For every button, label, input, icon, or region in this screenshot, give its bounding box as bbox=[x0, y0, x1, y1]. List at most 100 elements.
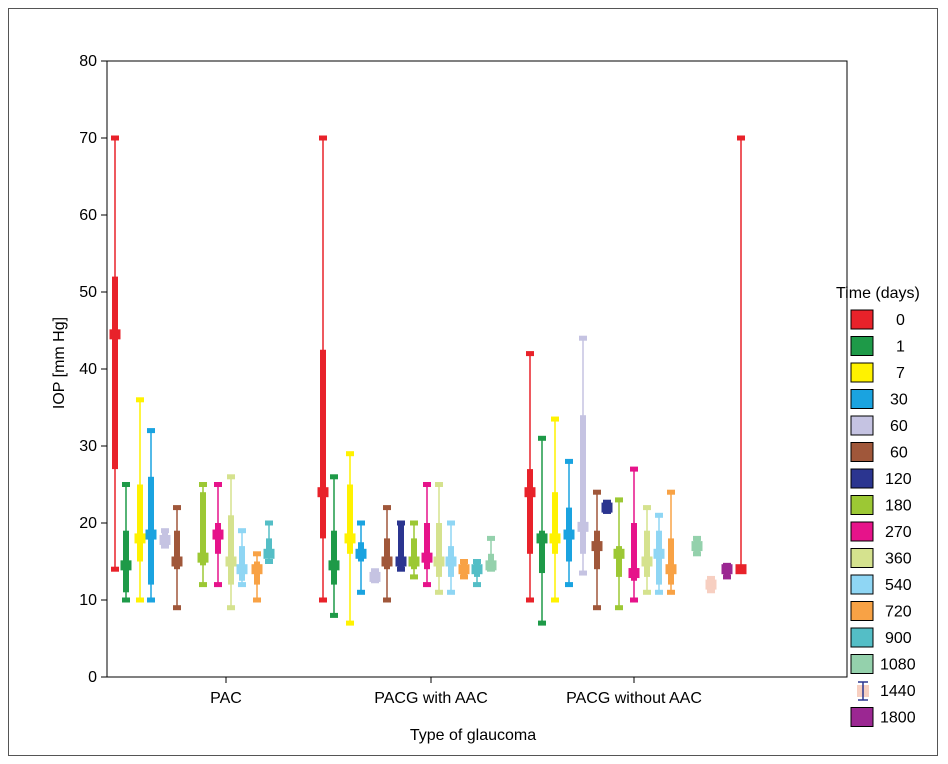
box-series-pacg-with-aac-t120 bbox=[395, 520, 407, 572]
iqr-box bbox=[644, 530, 650, 577]
legend-entry: 60 bbox=[850, 415, 908, 436]
box-series-pacg-with-aac-t60 bbox=[369, 568, 381, 584]
median-marker bbox=[485, 560, 497, 571]
whisker-cap-min bbox=[655, 589, 663, 595]
box-series-pacg-without-aac-t1 bbox=[536, 435, 548, 626]
whisker-cap-min bbox=[473, 582, 481, 588]
legend-entry: 180 bbox=[850, 495, 912, 515]
box-series-pac-t180 bbox=[197, 482, 209, 588]
legend-swatch bbox=[850, 362, 874, 383]
iqr-box bbox=[411, 538, 417, 570]
legend-label: 30 bbox=[890, 392, 908, 409]
iqr-box bbox=[527, 469, 533, 554]
median-marker bbox=[735, 564, 747, 575]
legend-entry: 360 bbox=[850, 548, 912, 568]
median-marker bbox=[445, 556, 457, 567]
median-marker bbox=[145, 529, 157, 540]
median-marker bbox=[691, 541, 703, 552]
box-series-pacg-with-aac-t180 bbox=[408, 520, 420, 580]
median-marker bbox=[536, 533, 548, 544]
whisker-cap-min bbox=[593, 605, 601, 611]
x-tick-label: PACG with AAC bbox=[374, 690, 488, 707]
box-series-pacg-with-aac-t900 bbox=[471, 559, 483, 588]
whisker-cap-max bbox=[643, 505, 651, 511]
legend-label: 1 bbox=[896, 339, 905, 356]
whisker-cap-max bbox=[630, 466, 638, 472]
whisker-cap-min bbox=[643, 589, 651, 595]
whisker-cap-min bbox=[147, 597, 155, 603]
box-series-pacg-with-aac-t270 bbox=[421, 482, 433, 588]
box-series-pac-t360 bbox=[225, 474, 237, 611]
legend-label: 900 bbox=[885, 630, 912, 647]
iqr-box bbox=[384, 538, 390, 570]
whisker-cap-max bbox=[199, 482, 207, 487]
median-marker bbox=[613, 548, 625, 559]
y-tick-label: 80 bbox=[79, 53, 97, 70]
y-tick-label: 60 bbox=[79, 207, 97, 224]
whisker-cap-max bbox=[737, 135, 745, 141]
median-marker bbox=[225, 556, 237, 567]
whisker-cap-min bbox=[435, 589, 443, 595]
box-series-pacg-with-aac-t1 bbox=[328, 474, 340, 618]
whisker-cap-max bbox=[383, 505, 391, 511]
median-marker bbox=[421, 552, 433, 563]
median-marker bbox=[577, 521, 589, 532]
legend-entry: 720 bbox=[850, 601, 912, 621]
box-series-pacg-with-aac-t60 bbox=[381, 505, 393, 603]
box-series-pacg-without-aac-t120 bbox=[601, 499, 613, 514]
box-series-pac-t60 bbox=[159, 528, 171, 549]
legend-entry: 1800 bbox=[850, 707, 916, 727]
whisker-cap-max bbox=[538, 435, 546, 441]
whisker-cap-max bbox=[526, 351, 534, 357]
legend-label: 1440 bbox=[880, 683, 916, 700]
box-series-pacg-without-aac-t0 bbox=[735, 135, 747, 575]
whisker-cap-min bbox=[265, 559, 273, 564]
legend-label: 360 bbox=[885, 551, 912, 568]
iqr-box bbox=[239, 546, 245, 581]
legend-label: 60 bbox=[890, 445, 908, 462]
box-series-pac-t900 bbox=[263, 520, 275, 564]
median-marker bbox=[197, 552, 209, 563]
median-marker bbox=[721, 564, 733, 575]
iqr-box bbox=[320, 349, 326, 539]
median-marker bbox=[251, 564, 263, 575]
iqr-box bbox=[631, 523, 637, 581]
whisker-cap-max bbox=[487, 535, 495, 541]
whisker-cap-min bbox=[346, 620, 354, 626]
whisker-cap-max bbox=[227, 474, 235, 480]
legend-label: 720 bbox=[885, 604, 912, 621]
median-marker bbox=[705, 579, 717, 590]
whisker-cap-max bbox=[214, 482, 222, 487]
legend-entry: 0 bbox=[850, 309, 905, 330]
whisker-cap-min bbox=[253, 597, 261, 603]
median-marker bbox=[408, 556, 420, 567]
whisker-cap-max bbox=[667, 489, 675, 495]
legend-label: 1080 bbox=[880, 657, 916, 674]
legend-entry: 540 bbox=[850, 574, 912, 595]
box-series-pacg-without-aac-t1440 bbox=[705, 575, 717, 594]
iqr-box bbox=[552, 492, 558, 554]
y-tick-label: 20 bbox=[79, 515, 97, 532]
whisker-cap-min bbox=[526, 597, 534, 603]
box-series-pacg-without-aac-t7 bbox=[549, 416, 561, 603]
y-tick-label: 30 bbox=[79, 438, 97, 455]
box-series-pacg-without-aac-t60 bbox=[577, 335, 589, 576]
iqr-box bbox=[112, 276, 118, 470]
whisker-cap-min bbox=[423, 582, 431, 588]
whisker-cap-max bbox=[122, 482, 130, 487]
whisker-cap-max bbox=[330, 474, 338, 480]
whisker-cap-max bbox=[565, 458, 573, 464]
median-marker bbox=[591, 541, 603, 552]
median-marker bbox=[328, 560, 340, 571]
whisker-cap-max bbox=[447, 520, 455, 526]
box-series-pacg-without-aac-t180 bbox=[613, 497, 625, 611]
box-series-pacg-with-aac-t1080 bbox=[485, 535, 497, 572]
box-series-pac-t1 bbox=[120, 482, 132, 603]
whisker-cap-max bbox=[615, 497, 623, 503]
iqr-box bbox=[580, 415, 586, 554]
median-marker bbox=[601, 502, 613, 513]
x-axis-label: Type of glaucoma bbox=[410, 727, 536, 744]
median-marker bbox=[549, 533, 561, 544]
legend-entry: 900 bbox=[850, 627, 912, 648]
